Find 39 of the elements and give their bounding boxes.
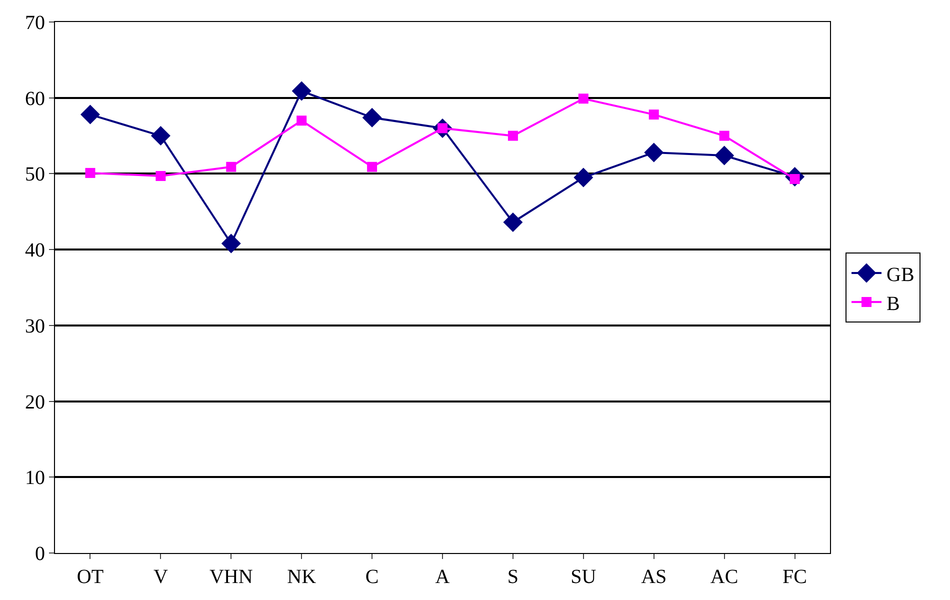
point — [644, 142, 664, 162]
x-tick-label: AS — [641, 566, 667, 588]
point — [362, 108, 382, 128]
point — [578, 94, 588, 104]
y-tick-label: 10 — [25, 467, 45, 490]
x-tick-label: FC — [782, 566, 808, 588]
y-tick-label: 20 — [25, 391, 45, 414]
point — [292, 81, 312, 101]
point — [367, 162, 378, 172]
point — [508, 130, 518, 141]
point — [296, 116, 307, 126]
y-tick-label: 30 — [25, 315, 45, 338]
x-tick-label: OT — [76, 566, 104, 588]
x-tick-label: NK — [287, 566, 317, 588]
point — [221, 234, 241, 254]
legend-label: B — [886, 292, 900, 315]
point — [648, 110, 659, 120]
point — [156, 170, 166, 181]
point — [85, 168, 96, 178]
x-tick-label: C — [365, 566, 379, 588]
y-tick-label: 0 — [35, 543, 45, 565]
point — [150, 126, 170, 146]
point — [714, 146, 734, 166]
x-tick-label: VHN — [209, 566, 253, 588]
y-tick-label: 40 — [25, 240, 45, 262]
y-tick-label: 50 — [25, 164, 45, 186]
legend-label: GB — [886, 264, 914, 286]
point — [574, 168, 594, 188]
x-tick-label: AC — [710, 566, 738, 588]
x-tick-label: A — [435, 566, 450, 588]
x-tick-label: SU — [570, 566, 597, 588]
x-tick-label: V — [153, 566, 168, 588]
point — [80, 104, 100, 124]
point — [503, 212, 523, 232]
y-tick-label: 60 — [25, 88, 45, 110]
point — [226, 162, 236, 172]
x-tick-label: S — [507, 566, 519, 588]
point — [719, 130, 730, 141]
y-tick-label: 70 — [25, 12, 45, 34]
